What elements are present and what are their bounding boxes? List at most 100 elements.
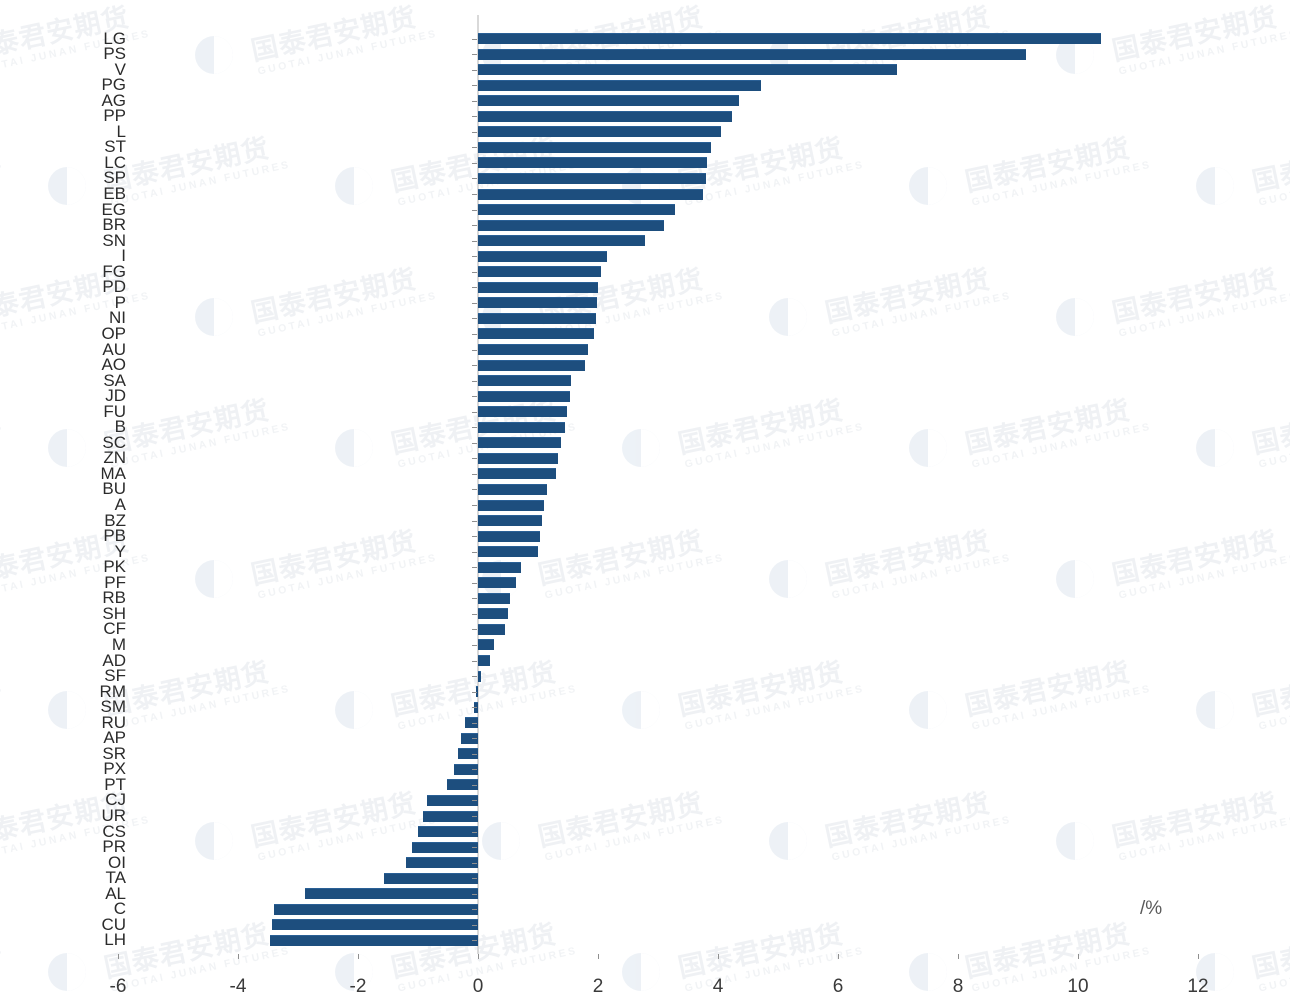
y-tick-mark	[472, 69, 477, 71]
y-tick-mark	[472, 505, 477, 506]
bar-sn	[478, 235, 645, 247]
y-tick-mark	[472, 816, 477, 817]
bar-bz	[478, 515, 543, 527]
y-axis-label-lh: LH	[104, 930, 126, 950]
bar-au	[478, 344, 588, 355]
bar-cj	[427, 794, 478, 806]
y-tick-mark	[472, 271, 477, 273]
bar-ni	[478, 312, 597, 324]
y-axis-label-fg: FG	[102, 261, 126, 281]
x-tick-mark	[958, 953, 959, 959]
y-axis-label-pb: PB	[103, 526, 126, 546]
y-axis-label-sf: SF	[104, 666, 126, 686]
y-axis-label-ao: AO	[101, 355, 126, 375]
y-tick-mark	[472, 582, 477, 584]
x-axis-unit-label: /%	[1140, 898, 1163, 919]
bar-sa	[478, 375, 571, 387]
bar-pt	[446, 779, 478, 791]
y-tick-mark	[472, 318, 477, 320]
y-tick-mark	[472, 878, 477, 880]
y-axis-label-ta: TA	[105, 868, 126, 888]
y-axis-label-cu: CU	[101, 914, 126, 934]
bar-br	[478, 219, 664, 231]
x-tick-label: 2	[592, 975, 604, 997]
x-tick-mark	[478, 953, 479, 959]
y-axis-label-br: BR	[102, 215, 126, 235]
y-tick-mark	[472, 831, 477, 833]
y-tick-mark	[472, 427, 477, 429]
bar-al	[305, 888, 478, 900]
y-tick-mark	[472, 784, 477, 786]
bar-a	[478, 499, 544, 511]
y-tick-mark	[472, 116, 477, 118]
bar-sh	[478, 608, 508, 620]
y-axis-label-sn: SN	[102, 230, 126, 250]
x-tick-label: -2	[349, 975, 367, 997]
y-tick-mark	[472, 567, 477, 569]
y-axis-label-pp: PP	[103, 106, 126, 126]
bar-pr	[412, 841, 478, 853]
bar-eg	[478, 204, 675, 216]
bar-jd	[478, 390, 570, 402]
y-axis-label-pr: PR	[102, 837, 126, 857]
y-axis-label-y: Y	[114, 541, 126, 561]
y-axis-label-cf: CF	[103, 619, 126, 639]
y-tick-mark	[472, 147, 477, 149]
y-tick-mark	[472, 551, 477, 553]
x-tick-mark	[1198, 953, 1199, 959]
bar-eb	[478, 188, 703, 200]
y-tick-mark	[472, 54, 477, 56]
y-axis-label-pk: PK	[103, 557, 126, 577]
y-axis-label-bu: BU	[102, 479, 126, 499]
y-axis-label-px: PX	[103, 759, 126, 779]
y-tick-mark	[472, 302, 477, 304]
y-axis-label-lc: LC	[104, 152, 126, 172]
bar-i	[478, 250, 607, 262]
y-tick-mark	[472, 707, 477, 709]
y-axis-label-v: V	[114, 59, 126, 79]
y-tick-mark	[472, 396, 477, 398]
bar-pg	[478, 79, 762, 91]
bar-p	[478, 297, 597, 309]
y-axis-label-oi: OI	[108, 852, 126, 872]
y-tick-mark	[472, 365, 477, 367]
bar-b	[478, 421, 565, 433]
x-tick-label: 10	[1067, 975, 1089, 997]
bar-cu	[272, 919, 478, 931]
bar-ru	[464, 717, 478, 729]
y-tick-mark	[472, 178, 477, 180]
y-axis-label-a: A	[114, 495, 126, 514]
bar-pf	[478, 577, 516, 589]
bar-c	[274, 903, 478, 915]
bar-pd	[478, 281, 598, 293]
bar-sf	[478, 670, 481, 682]
y-axis-label-sr: SR	[102, 743, 126, 763]
y-axis-label-pg: PG	[101, 75, 126, 95]
y-tick-mark	[472, 613, 477, 615]
bar-m	[478, 639, 495, 651]
y-tick-mark	[472, 333, 477, 335]
y-axis-label-ad: AD	[102, 650, 126, 670]
bar-pb	[478, 530, 540, 542]
y-tick-mark	[472, 691, 477, 693]
y-tick-mark	[472, 458, 477, 460]
y-tick-mark	[472, 489, 477, 491]
bar-ao	[478, 359, 585, 371]
y-tick-mark	[472, 349, 477, 351]
y-axis-label-ag: AG	[101, 90, 126, 110]
y-axis-label-pd: PD	[102, 277, 126, 297]
bar-op	[478, 328, 594, 340]
y-tick-mark	[472, 722, 477, 724]
y-tick-mark	[472, 209, 477, 211]
y-tick-mark	[472, 847, 477, 849]
x-tick-label: -4	[229, 975, 247, 997]
y-tick-mark	[472, 644, 477, 646]
bar-lh	[269, 934, 478, 946]
y-axis-label-sh: SH	[102, 603, 126, 623]
x-tick-mark	[718, 953, 719, 959]
y-axis-label-al: AL	[105, 883, 126, 903]
y-tick-mark	[472, 629, 477, 631]
y-axis-label-fu: FU	[103, 401, 126, 421]
y-tick-mark	[472, 738, 477, 740]
